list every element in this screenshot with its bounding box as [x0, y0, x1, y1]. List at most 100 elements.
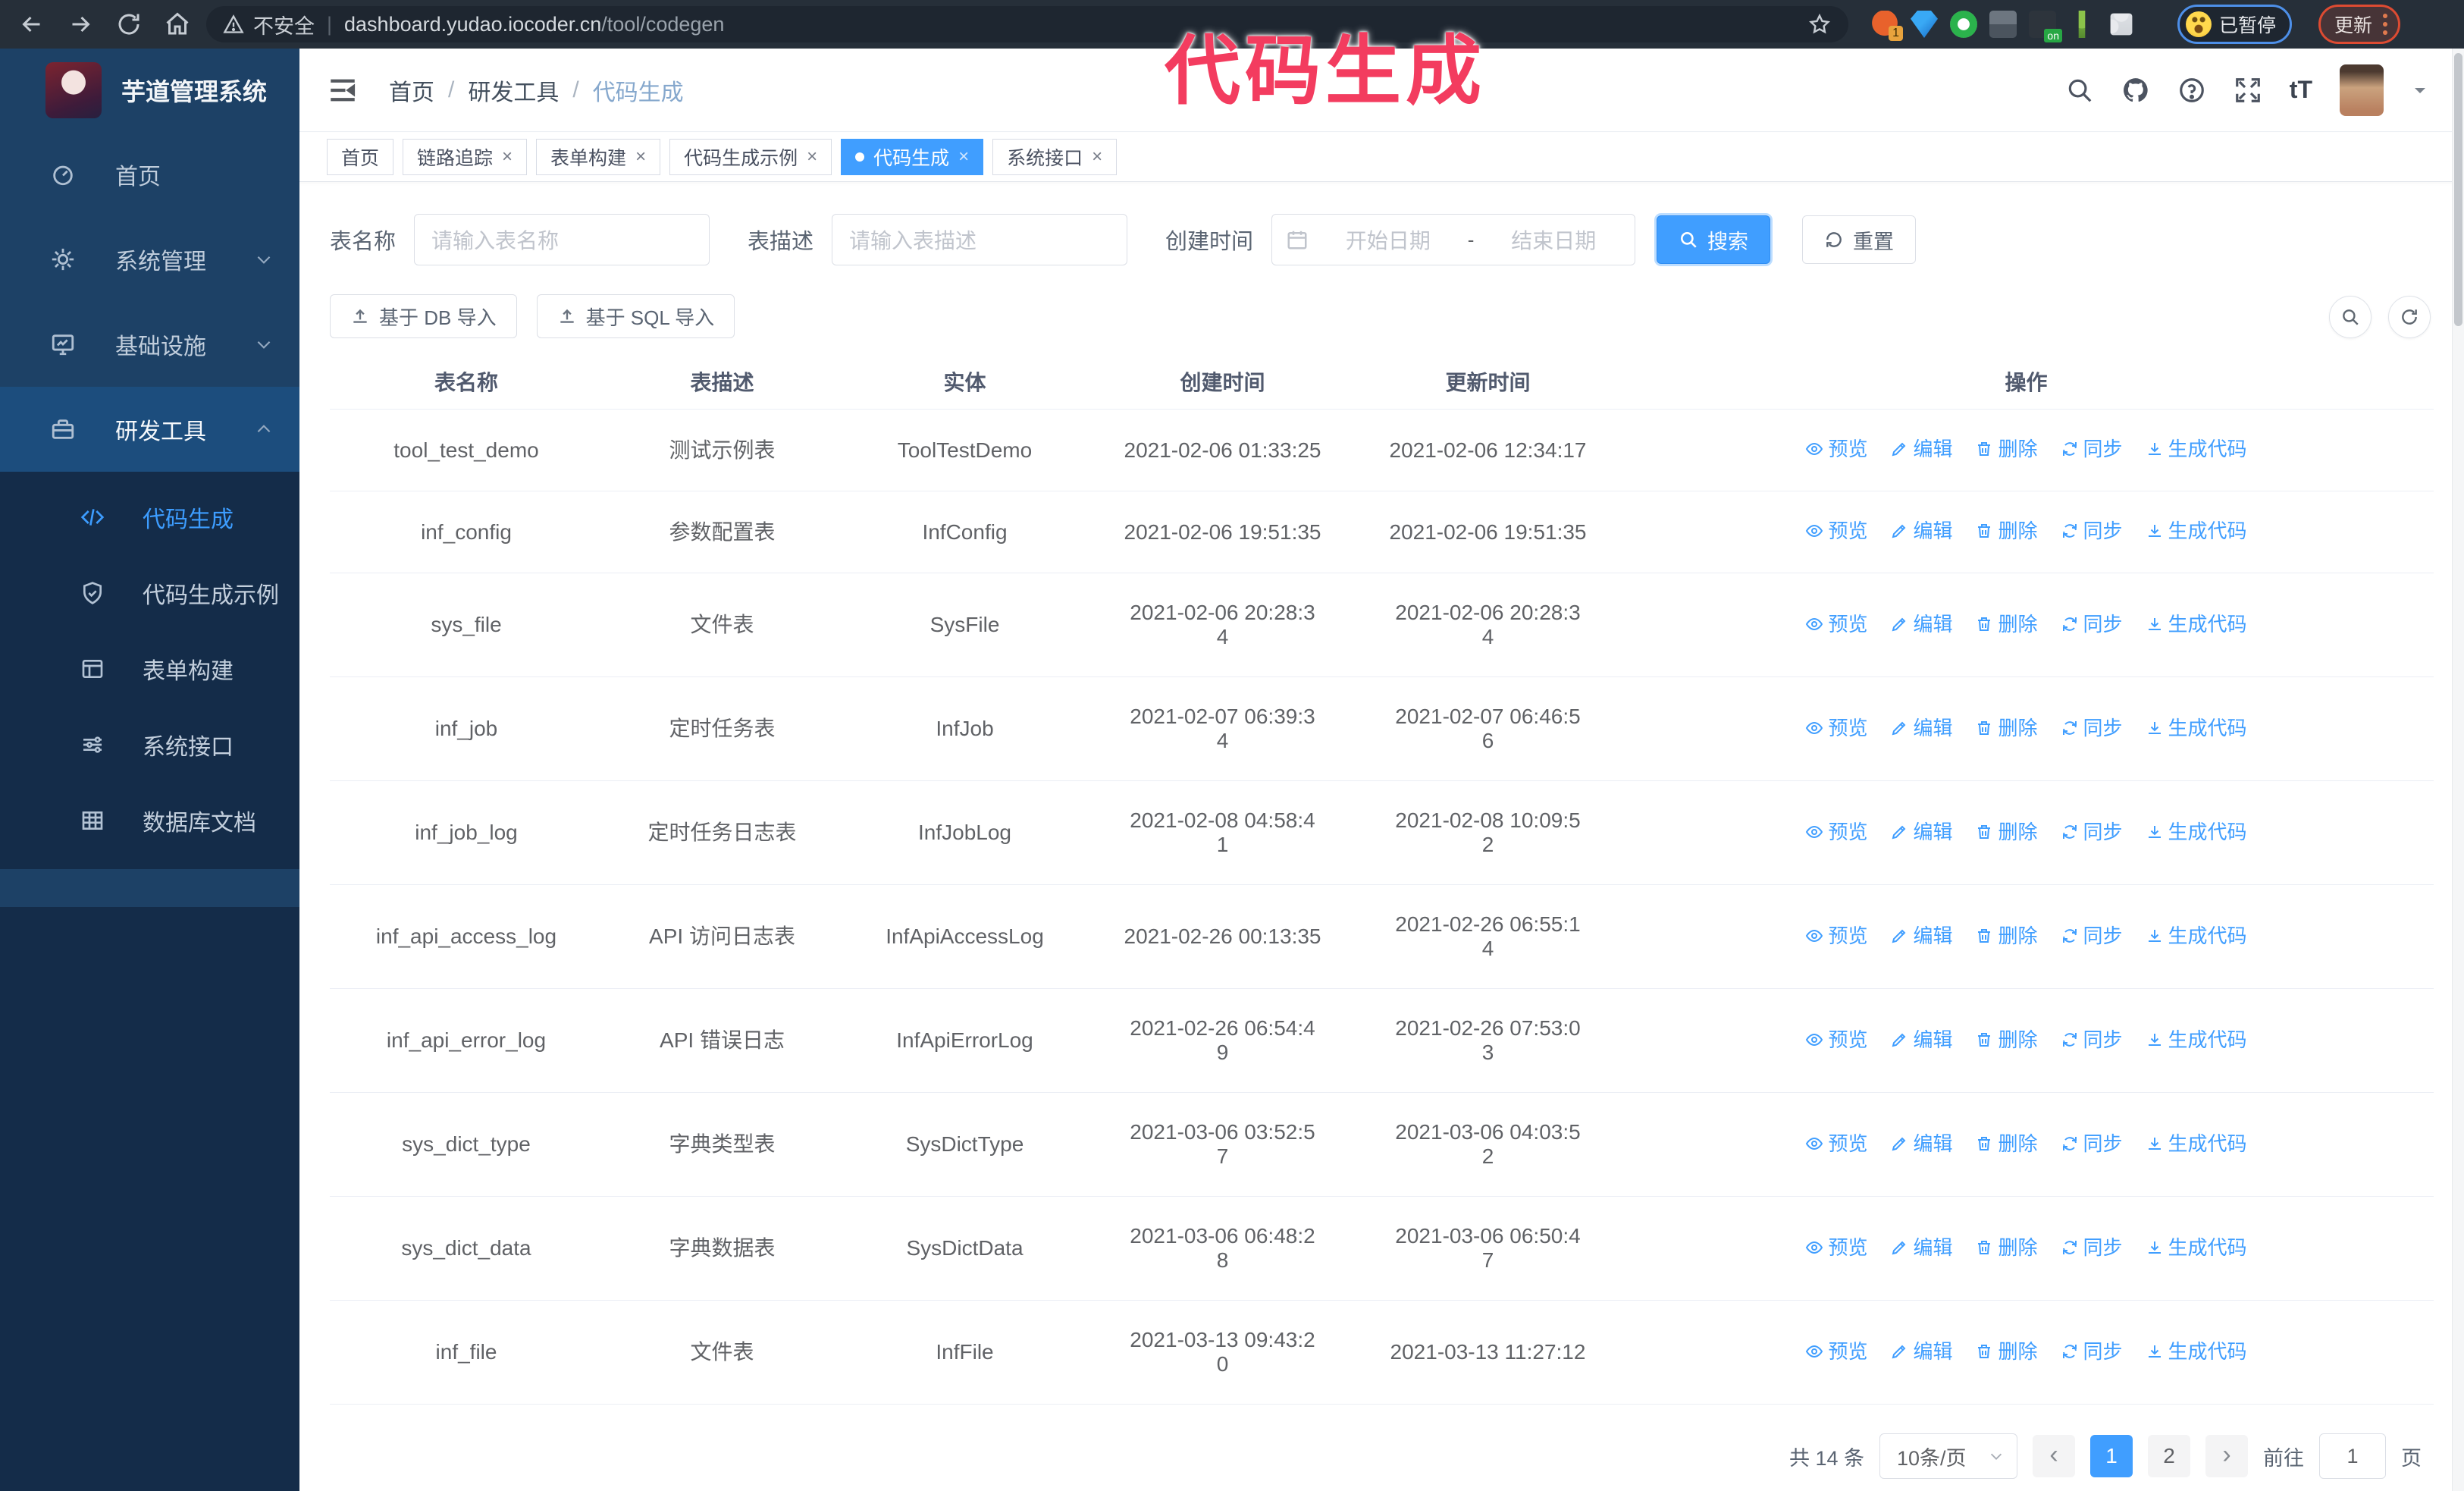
action-sync[interactable]: 同步 [2061, 924, 2123, 948]
tab-codegen-example[interactable]: 代码生成示例 × [669, 139, 832, 175]
sidebar-item-form-builder[interactable]: 表单构建 [0, 631, 299, 707]
action-preview[interactable]: 预览 [1805, 1028, 1867, 1052]
sidebar-item-dev-tools[interactable]: 研发工具 [0, 387, 299, 472]
search-icon[interactable] [2065, 76, 2094, 105]
browser-update-button[interactable]: 更新 [2318, 5, 2401, 44]
action-generate[interactable]: 生成代码 [2146, 1028, 2247, 1052]
close-icon[interactable]: × [1092, 146, 1103, 167]
scrollbar-track[interactable] [2452, 49, 2464, 1491]
sidebar-collapse-icon[interactable] [327, 74, 359, 106]
action-generate[interactable]: 生成代码 [2146, 924, 2247, 948]
toggle-search-button[interactable] [2329, 296, 2372, 338]
url-path[interactable]: /tool/codegen [601, 12, 725, 36]
sidebar-item-infrastructure[interactable]: 基础设施 [0, 302, 299, 387]
action-preview[interactable]: 预览 [1805, 519, 1867, 543]
sidebar-item-codegen-example[interactable]: 代码生成示例 [0, 555, 299, 631]
table-name-input[interactable]: 请输入表名称 [414, 214, 710, 265]
action-edit[interactable]: 编辑 [1890, 519, 1952, 543]
action-delete[interactable]: 删除 [1975, 1028, 2038, 1052]
close-icon[interactable]: × [635, 146, 647, 167]
sidebar-item-home[interactable]: 首页 [0, 132, 299, 217]
action-preview[interactable]: 预览 [1805, 612, 1867, 636]
extension-switch-icon[interactable]: on [2029, 11, 2062, 42]
action-delete[interactable]: 删除 [1975, 519, 2038, 543]
extension-gem-icon[interactable] [1911, 11, 1938, 38]
sidebar-item-system-api[interactable]: 系统接口 [0, 707, 299, 783]
action-sync[interactable]: 同步 [2061, 1028, 2123, 1052]
action-sync[interactable]: 同步 [2061, 820, 2123, 844]
tab-system-api[interactable]: 系统接口 × [992, 139, 1118, 175]
sidebar-item-database-doc[interactable]: 数据库文档 [0, 783, 299, 859]
action-sync[interactable]: 同步 [2061, 1339, 2123, 1364]
next-page-button[interactable]: › [2205, 1435, 2248, 1477]
not-secure-label[interactable]: 不安全 [253, 14, 315, 38]
action-generate[interactable]: 生成代码 [2146, 519, 2247, 543]
date-range-picker[interactable]: 开始日期 - 结束日期 [1271, 214, 1636, 265]
action-sync[interactable]: 同步 [2061, 1132, 2123, 1156]
fullscreen-icon[interactable] [2234, 76, 2262, 105]
action-sync[interactable]: 同步 [2061, 437, 2123, 461]
search-button[interactable]: 搜索 [1657, 215, 1771, 264]
user-avatar[interactable] [2340, 64, 2384, 116]
action-generate[interactable]: 生成代码 [2146, 612, 2247, 636]
action-sync[interactable]: 同步 [2061, 1235, 2123, 1260]
tab-tracing[interactable]: 链路追踪 × [403, 139, 528, 175]
refresh-table-button[interactable] [2388, 296, 2431, 338]
action-delete[interactable]: 删除 [1975, 1132, 2038, 1156]
prev-page-button[interactable]: ‹ [2033, 1435, 2075, 1477]
action-edit[interactable]: 编辑 [1890, 1132, 1952, 1156]
import-db-button[interactable]: 基于 DB 导入 [330, 294, 517, 338]
forward-icon[interactable] [67, 11, 94, 38]
extension-key-icon[interactable] [2078, 11, 2086, 38]
github-icon[interactable] [2121, 76, 2150, 105]
font-size-icon[interactable]: tT [2289, 76, 2312, 103]
extensions-puzzle-icon[interactable] [2110, 13, 2133, 36]
date-end-placeholder[interactable]: 结束日期 [1511, 229, 1597, 253]
action-delete[interactable]: 删除 [1975, 437, 2038, 461]
action-preview[interactable]: 预览 [1805, 1132, 1867, 1156]
action-sync[interactable]: 同步 [2061, 519, 2123, 543]
extension-colorzilla-icon[interactable]: 1 [1871, 11, 1903, 41]
action-edit[interactable]: 编辑 [1890, 437, 1952, 461]
user-menu-caret-icon[interactable] [2411, 81, 2429, 99]
action-edit[interactable]: 编辑 [1890, 1028, 1952, 1052]
action-delete[interactable]: 删除 [1975, 820, 2038, 844]
back-icon[interactable] [18, 11, 45, 38]
close-icon[interactable]: × [958, 146, 970, 167]
browser-menu-kebab-icon[interactable] [2383, 14, 2388, 35]
action-sync[interactable]: 同步 [2061, 716, 2123, 740]
url-host[interactable]: dashboard.yudao.iocoder.cn [344, 12, 602, 36]
action-generate[interactable]: 生成代码 [2146, 820, 2247, 844]
scrollbar-thumb[interactable] [2454, 53, 2462, 326]
action-edit[interactable]: 编辑 [1890, 1339, 1952, 1364]
action-sync[interactable]: 同步 [2061, 612, 2123, 636]
action-delete[interactable]: 删除 [1975, 612, 2038, 636]
table-desc-input[interactable]: 请输入表描述 [832, 214, 1128, 265]
extension-panel-icon[interactable] [1989, 11, 2017, 38]
action-delete[interactable]: 删除 [1975, 716, 2038, 740]
page-button-1[interactable]: 1 [2090, 1435, 2133, 1477]
action-preview[interactable]: 预览 [1805, 1339, 1867, 1364]
action-edit[interactable]: 编辑 [1890, 924, 1952, 948]
action-generate[interactable]: 生成代码 [2146, 1132, 2247, 1156]
app-logo[interactable]: 芋道管理系统 [0, 49, 299, 132]
action-preview[interactable]: 预览 [1805, 437, 1867, 461]
date-start-placeholder[interactable]: 开始日期 [1345, 229, 1431, 253]
action-preview[interactable]: 预览 [1805, 716, 1867, 740]
bookmark-star-icon[interactable] [1807, 12, 1832, 36]
action-preview[interactable]: 预览 [1805, 1235, 1867, 1260]
breadcrumb-home[interactable]: 首页 [389, 80, 434, 105]
help-icon[interactable] [2177, 76, 2206, 105]
action-generate[interactable]: 生成代码 [2146, 1235, 2247, 1260]
import-sql-button[interactable]: 基于 SQL 导入 [536, 294, 735, 338]
reset-button[interactable]: 重置 [1802, 215, 1917, 264]
sidebar-item-code-generation[interactable]: 代码生成 [0, 479, 299, 555]
breadcrumb-dev-tools[interactable]: 研发工具 [468, 80, 560, 105]
action-edit[interactable]: 编辑 [1890, 820, 1952, 844]
action-edit[interactable]: 编辑 [1890, 612, 1952, 636]
tab-code-generation[interactable]: 代码生成 × [841, 139, 984, 175]
reload-icon[interactable] [115, 11, 143, 38]
page-button-2[interactable]: 2 [2148, 1435, 2190, 1477]
tab-form-builder[interactable]: 表单构建 × [536, 139, 661, 175]
close-icon[interactable]: × [502, 146, 513, 167]
